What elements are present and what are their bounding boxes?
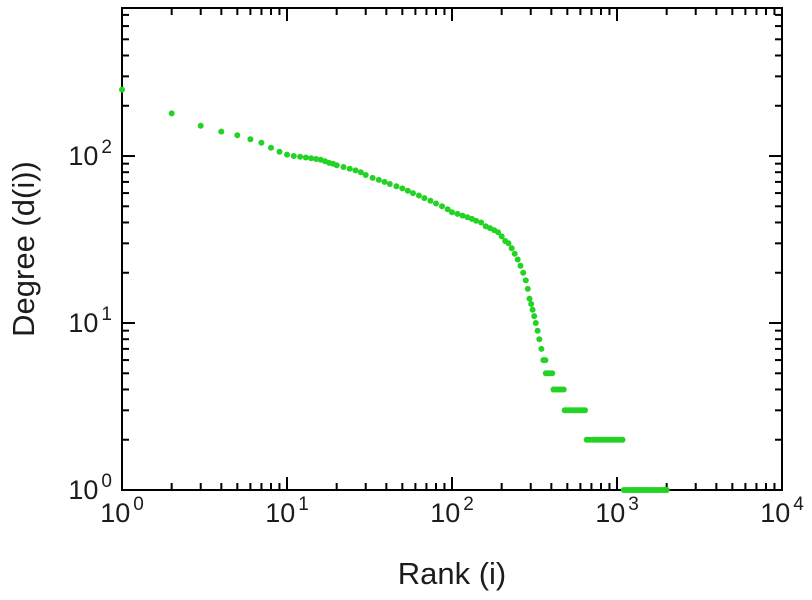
tick-label: 10 0 — [100, 494, 144, 528]
tick-label: 10 4 — [760, 494, 804, 528]
x-axis-title: Rank (i) — [398, 556, 507, 591]
tick-label: 10 3 — [595, 494, 639, 528]
tick-label: 10 2 — [430, 494, 474, 528]
tick-labels: 10 0 10 1 10 2 10 3 10 4 10 0 10 1 10 2 — [68, 137, 804, 528]
plot-frame — [121, 7, 783, 491]
data-points — [119, 86, 670, 493]
tick-label: 10 0 — [68, 471, 112, 505]
axis-ticks — [121, 8, 783, 491]
tick-label: 10 2 — [68, 137, 112, 171]
tick-label: 10 1 — [68, 304, 112, 338]
y-axis-title: Degree (d(i)) — [6, 161, 41, 337]
tick-label: 10 1 — [265, 494, 309, 528]
